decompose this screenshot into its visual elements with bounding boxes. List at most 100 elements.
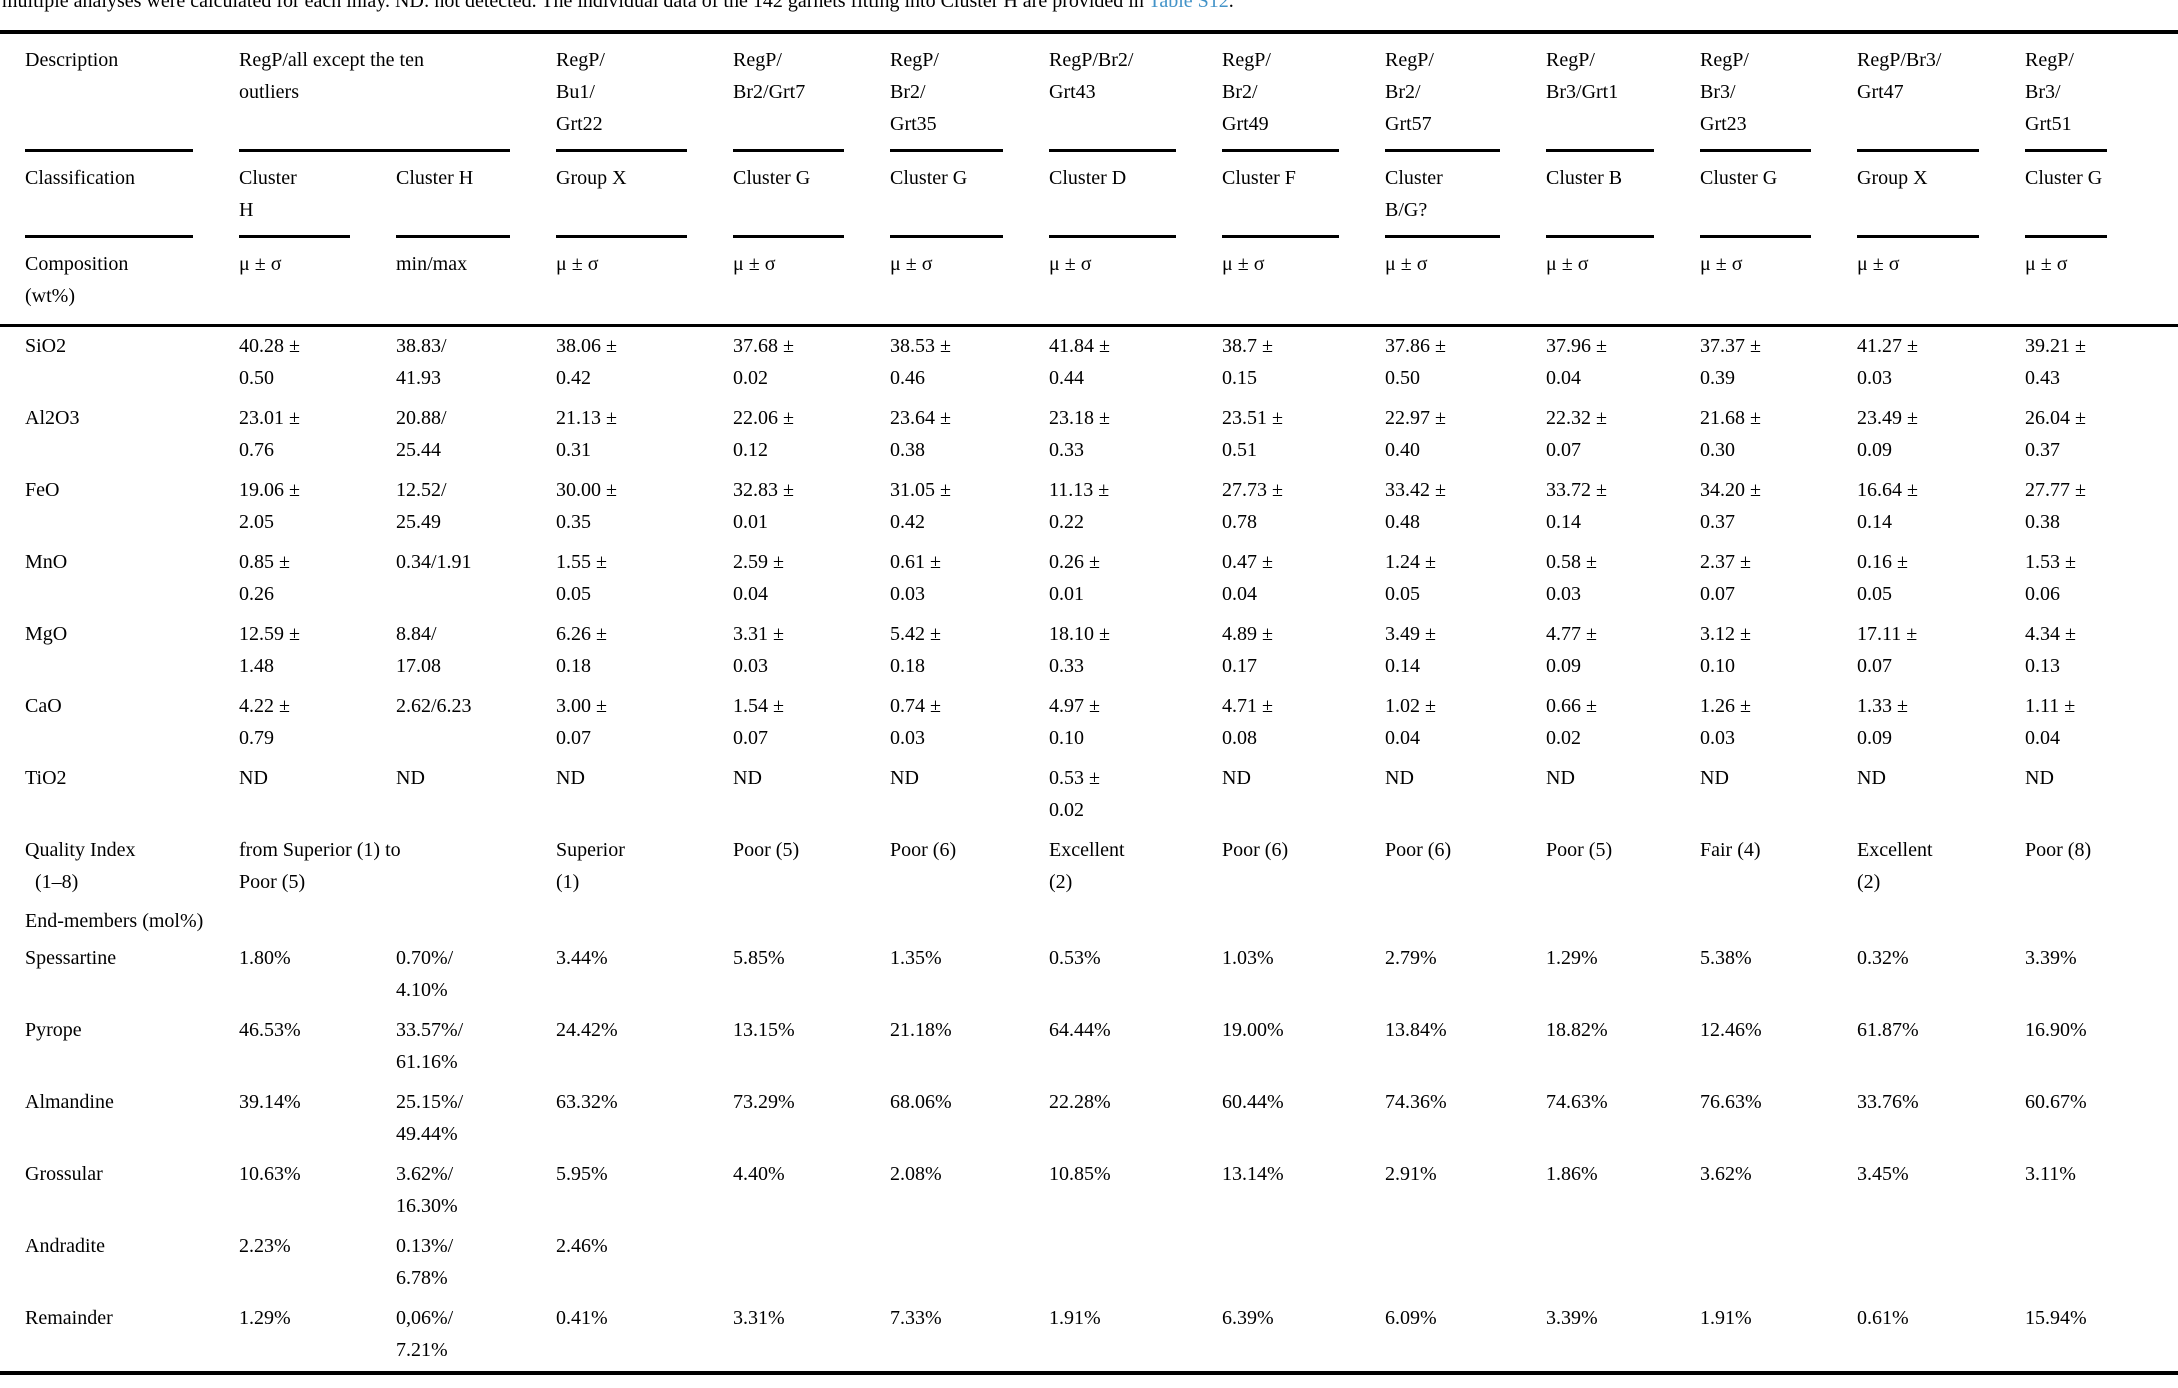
header-cell: RegP/ Br3/ Grt51 [2025,34,2153,152]
data-cell: 4.89 ± 0.17 [1222,623,1273,677]
caption-text: multiple analyses were calculated for ea… [2,0,2178,13]
data-cell: 23.51 ± 0.51 [1222,407,1283,461]
data-cell: 3.12 ± 0.10 [1700,623,1751,677]
data-cell: 22.97 ± 0.40 [1385,407,1446,461]
table-row: Quality Index (1–8) from Superior (1) to … [25,831,2153,903]
header-cell: RegP/ Br2/ Grt57 [1385,34,1546,152]
header-cell: μ ± σ [1222,253,1265,275]
table-row: MgO 12.59 ± 1.48 8.84/ 17.08 6.26 ± 0.18 3.3… [25,615,2153,687]
header-row-label: Classification [25,152,239,238]
table-row: Andradite 2.23% 0.13%/ 6.78% 2.46% [25,1227,2153,1299]
header-cell: RegP/ Br2/Grt7 [733,34,890,152]
row-label: Al2O3 [25,407,80,429]
header-cell: Cluster G [1700,152,1857,238]
header-cell: RegP/ Br2/ Grt35 [890,34,1049,152]
data-cell: 5.42 ± 0.18 [890,623,941,677]
data-cell: ND [1700,767,1729,789]
caption-table-link[interactable]: Table S12 [1148,0,1229,12]
header-cell: μ ± σ [1700,253,1743,275]
data-cell: 37.37 ± 0.39 [1700,335,1761,389]
header-cell: μ ± σ [1049,253,1092,275]
data-cell: ND [556,767,585,789]
table-row: Almandine 39.14% 25.15%/ 49.44% 63.32% 73.29… [25,1083,2153,1155]
data-cell: 0.41% [556,1307,608,1329]
data-cell: 33.57%/ 61.16% [396,1019,464,1073]
data-cell: Excellent (2) [1857,839,1933,893]
header-row-label: Composition (wt%) [25,253,129,307]
header-cell: Cluster B [1546,152,1700,238]
data-cell: 0.66 ± 0.02 [1546,695,1597,749]
data-cell: 10.85% [1049,1163,1111,1185]
data-cell: 64.44% [1049,1019,1111,1041]
data-cell [733,1227,890,1299]
data-cell: 1.35% [890,947,942,969]
data-cell: 3.31% [733,1307,785,1329]
header-cell: μ ± σ [733,253,776,275]
data-cell: 22.32 ± 0.07 [1546,407,1607,461]
data-cell: 1.03% [1222,947,1274,969]
header-cell: RegP/ Br2/ Grt49 [1222,34,1385,152]
header-cell: μ ± σ [890,253,933,275]
data-cell: 24.42% [556,1019,618,1041]
data-cell: 6.09% [1385,1307,1437,1329]
data-cell: 1.29% [1546,947,1598,969]
header-cell: min/max [396,253,468,275]
data-cell: 2.08% [890,1163,942,1185]
data-cell: 3.39% [1546,1307,1598,1329]
data-cell: 19.00% [1222,1019,1284,1041]
table-row: TiO2 ND ND ND ND ND 0.53 ± 0.02 ND ND ND ND ND ND [25,759,2153,831]
data-cell: 18.10 ± 0.33 [1049,623,1110,677]
data-cell: from Superior (1) to Poor (5) [239,839,401,893]
data-cell: 0,06%/ 7.21% [396,1307,454,1361]
data-cell: 23.49 ± 0.09 [1857,407,1918,461]
header-cell: RegP/Br2/ Grt43 [1049,34,1222,152]
data-cell: 3.44% [556,947,608,969]
data-cell: 12.59 ± 1.48 [239,623,300,677]
data-cell: 37.86 ± 0.50 [1385,335,1446,389]
data-cell: 8.84/ 17.08 [396,623,441,677]
data-cell: Poor (6) [1222,839,1289,861]
data-cell: 73.29% [733,1091,795,1113]
table-row: CaO 4.22 ± 0.79 2.62/6.23 3.00 ± 0.07 1.54 ±… [25,687,2153,759]
header-cell: Cluster B/G? [1385,152,1546,238]
data-cell: 19.06 ± 2.05 [239,479,300,533]
data-cell [1700,1227,1857,1299]
data-cell: 33.42 ± 0.48 [1385,479,1446,533]
data-cell: 27.73 ± 0.78 [1222,479,1283,533]
table-row: Pyrope 46.53% 33.57%/ 61.16% 24.42% 13.15% 21… [25,1011,2153,1083]
header-cell: RegP/all except the ten outliers [239,34,556,152]
header-cell: Cluster D [1049,152,1222,238]
table-row: FeO 19.06 ± 2.05 12.52/ 25.49 30.00 ± 0.35 3… [25,471,2153,543]
data-cell: 46.53% [239,1019,301,1041]
data-cell: 27.77 ± 0.38 [2025,479,2086,533]
data-cell: 38.06 ± 0.42 [556,335,617,389]
data-cell: 0.53% [1049,947,1101,969]
data-cell: 41.27 ± 0.03 [1857,335,1918,389]
data-cell: 0.61 ± 0.03 [890,551,941,605]
data-cell: ND [1222,767,1251,789]
data-cell: 38.83/ 41.93 [396,335,447,389]
data-cell: Excellent (2) [1049,839,1125,893]
table-row: End-members (mol%) [25,903,2153,939]
data-cell: 23.01 ± 0.76 [239,407,300,461]
data-cell: 1.29% [239,1307,291,1329]
data-cell: 1.26 ± 0.03 [1700,695,1751,749]
data-cell: 2.62/6.23 [396,695,472,717]
data-cell: 11.13 ± 0.22 [1049,479,1110,533]
row-label: SiO2 [25,335,67,357]
data-cell: 4.40% [733,1163,785,1185]
data-cell: 18.82% [1546,1019,1608,1041]
data-cell: 4.34 ± 0.13 [2025,623,2076,677]
header-cell: RegP/ Bu1/ Grt22 [556,34,733,152]
data-cell: ND [1546,767,1575,789]
data-cell: 0.61% [1857,1307,1909,1329]
data-cell: 74.36% [1385,1091,1447,1113]
row-label: Spessartine [25,947,117,969]
row-label: Andradite [25,1235,105,1257]
data-cell: 2.23% [239,1235,291,1257]
data-cell: 30.00 ± 0.35 [556,479,617,533]
data-cell [1857,1227,2025,1299]
data-cell: 32.83 ± 0.01 [733,479,794,533]
row-label: Almandine [25,1091,114,1113]
data-cell: 1.91% [1700,1307,1752,1329]
